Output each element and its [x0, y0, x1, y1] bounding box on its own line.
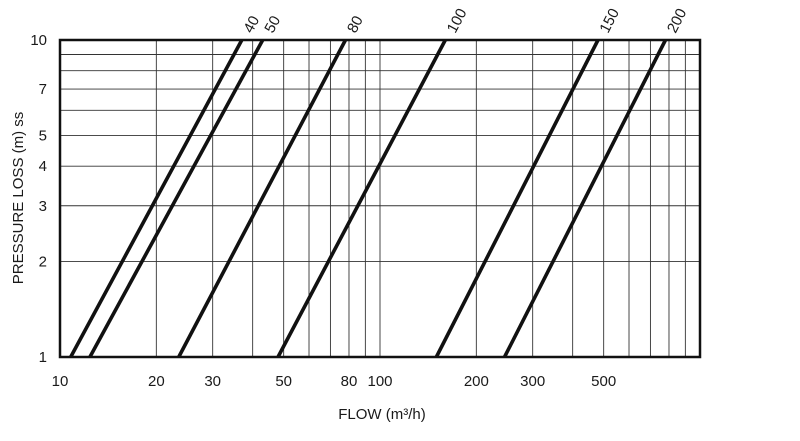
x-tick-label: 500: [591, 373, 616, 390]
x-tick-labels: 10 20 30 50 80 100 200 300 500: [52, 373, 617, 390]
series-label: 80: [344, 13, 367, 36]
x-tick-label: 50: [275, 373, 292, 390]
y-tick-labels: 1 2 3 4 5 7 10: [30, 32, 47, 366]
plot-area-frame: [58, 38, 702, 359]
series-line: [502, 39, 668, 358]
y-tick-label: 1: [39, 349, 47, 366]
series-line: [69, 39, 244, 358]
y-axis-title: PRESSURE LOSS (m) ss: [10, 112, 27, 285]
series-label: 100: [444, 6, 471, 36]
x-tick-label: 300: [520, 373, 545, 390]
x-tick-label: 30: [204, 373, 221, 390]
x-tick-label: 100: [367, 373, 392, 390]
series-line: [276, 39, 447, 358]
x-tick-label: 200: [464, 373, 489, 390]
series-label: 200: [664, 6, 690, 36]
y-tick-label: 4: [39, 158, 47, 175]
y-tick-label: 2: [39, 254, 47, 271]
y-tick-label: 7: [39, 81, 47, 98]
series-lines: [69, 39, 668, 358]
y-tick-label: 5: [39, 127, 47, 144]
series-line: [177, 39, 348, 358]
y-tick-label: 3: [39, 198, 47, 215]
series-line: [88, 39, 265, 358]
y-tick-label: 10: [30, 32, 47, 49]
x-tick-label: 20: [148, 373, 165, 390]
series-label: 40: [240, 13, 263, 36]
x-tick-label: 10: [52, 373, 69, 390]
x-axis-title: FLOW (m³/h): [338, 406, 426, 423]
series-line: [434, 39, 600, 358]
series-label: 150: [596, 6, 623, 36]
series-label: 50: [261, 13, 284, 36]
x-tick-label: 80: [341, 373, 358, 390]
